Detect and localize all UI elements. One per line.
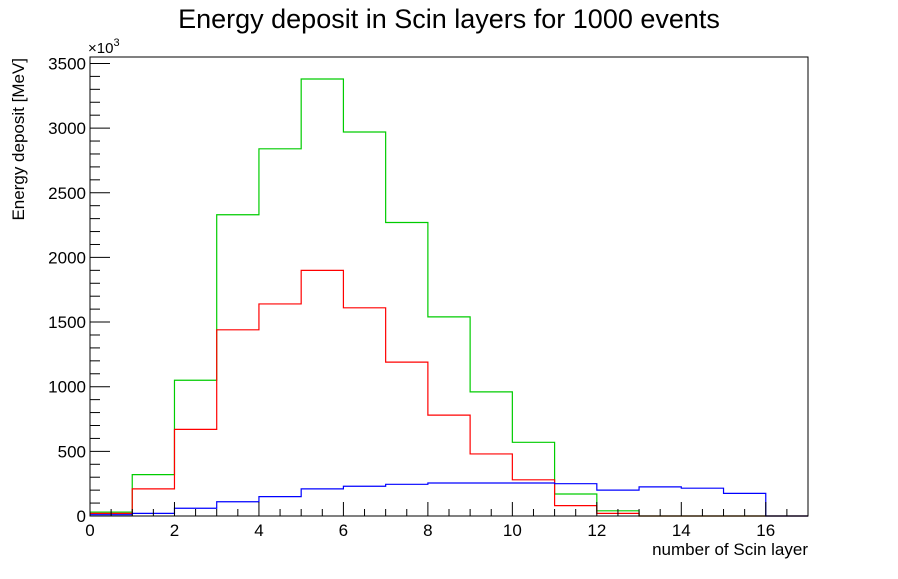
- y-axis-label: Energy deposit [MeV]: [9, 58, 28, 221]
- x-tick-label: 10: [503, 521, 522, 540]
- plot-area: 0 500 1000 1500 2000 2500 3000 3500 0 2 4 6 8 10 12 14 1…: [48, 54, 809, 540]
- x-tick-label: 14: [672, 521, 691, 540]
- x-tick-label: 2: [170, 521, 179, 540]
- y-tick-label: 0: [77, 507, 86, 526]
- histogram-series-1: [90, 78, 808, 517]
- y-tick-label: 2500: [48, 184, 86, 203]
- plot-frame: [89, 56, 809, 517]
- x-tick-label: 8: [423, 521, 432, 540]
- x-tick-label: 4: [254, 521, 263, 540]
- y-tick-label: 1500: [48, 313, 86, 332]
- y-tick-label: 3500: [48, 54, 86, 73]
- y-tick-label: 2000: [48, 248, 86, 267]
- y-multiplier-base: ×10: [88, 40, 113, 57]
- x-tick-label: 16: [756, 521, 775, 540]
- y-tick-label: 500: [58, 442, 86, 461]
- y-multiplier-exponent: 3: [113, 37, 119, 49]
- x-tick-label: 6: [339, 521, 348, 540]
- y-tick-label: 1000: [48, 378, 86, 397]
- histogram-series-2: [90, 269, 808, 517]
- x-axis-label: number of Scin layer: [652, 540, 808, 559]
- chart-title: Energy deposit in Scin layers for 1000 e…: [178, 4, 720, 34]
- x-tick-label: 0: [85, 521, 94, 540]
- histogram-series-3: [90, 482, 808, 517]
- y-tick-label: 3000: [48, 119, 86, 138]
- x-tick-label: 12: [587, 521, 606, 540]
- y-axis-multiplier: ×103: [88, 37, 120, 57]
